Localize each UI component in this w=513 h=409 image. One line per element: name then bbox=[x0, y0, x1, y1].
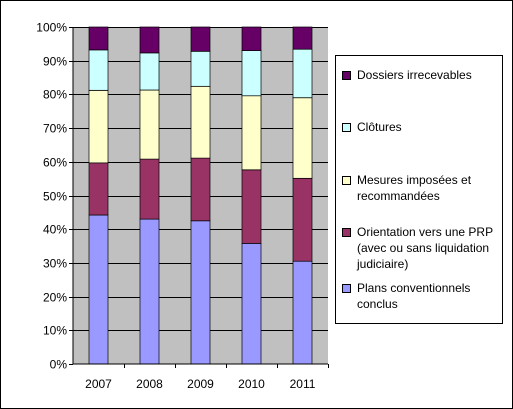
bar-segment bbox=[190, 157, 211, 222]
bar-segment bbox=[88, 49, 109, 91]
legend-item-clotures: Clôtures bbox=[342, 119, 498, 135]
x-axis-ticks: 2007 2008 2009 2010 2011 bbox=[85, 364, 329, 391]
bar-segment bbox=[139, 218, 160, 365]
bar-segment bbox=[190, 85, 211, 159]
legend-label: Clôtures bbox=[357, 120, 402, 134]
bar-segment bbox=[241, 169, 262, 244]
legend-swatch bbox=[342, 228, 351, 237]
legend-label: Mesures imposées et recommandées bbox=[357, 173, 472, 203]
bar-segment bbox=[241, 26, 262, 51]
bar-segment bbox=[241, 95, 262, 171]
y-tick-label: 90% bbox=[43, 55, 67, 69]
bar-segment bbox=[88, 90, 109, 164]
bar-segment bbox=[139, 89, 160, 160]
bar-segment bbox=[292, 48, 313, 99]
legend-item-dossiers-irrecevables: Dossiers irrecevables bbox=[342, 67, 498, 83]
y-tick-label: 70% bbox=[43, 122, 67, 136]
bar-segment bbox=[292, 97, 313, 179]
x-tick-label: 2008 bbox=[136, 377, 163, 391]
legend-label: Plans conventionnels conclus bbox=[357, 281, 471, 311]
bar-segment bbox=[88, 214, 109, 365]
legend-swatch bbox=[342, 176, 351, 185]
bar-segment bbox=[190, 50, 211, 87]
legend-swatch bbox=[342, 284, 351, 293]
x-tick-label: 2010 bbox=[238, 377, 265, 391]
bar-segment bbox=[88, 26, 109, 51]
bar-segment bbox=[139, 26, 160, 54]
bar-segment bbox=[139, 158, 160, 220]
legend-label: Dossiers irrecevables bbox=[357, 68, 472, 82]
y-tick-label: 40% bbox=[43, 223, 67, 237]
y-tick-label: 10% bbox=[43, 324, 67, 338]
x-tick-label: 2009 bbox=[187, 377, 214, 391]
bar-segment bbox=[292, 260, 313, 365]
x-tick-label: 2007 bbox=[85, 377, 112, 391]
bars bbox=[88, 26, 313, 365]
bar-segment bbox=[292, 26, 313, 50]
bar-segment bbox=[241, 243, 262, 365]
y-tick-label: 60% bbox=[43, 156, 67, 170]
bar-segment bbox=[190, 220, 211, 365]
x-tick-label: 2011 bbox=[290, 377, 316, 391]
legend-swatch bbox=[342, 123, 351, 132]
bar-segment bbox=[190, 26, 211, 52]
y-tick-label: 30% bbox=[43, 257, 67, 271]
y-tick-label: 100% bbox=[36, 21, 67, 35]
y-axis-ticks: 0% 10% 20% 30% 40% 50% 60% 70% 80% 90% 100% bbox=[36, 21, 73, 372]
bar-segment bbox=[139, 52, 160, 91]
y-tick-label: 0% bbox=[50, 358, 68, 372]
bar-segment bbox=[241, 50, 262, 97]
legend-label: Orientation vers une PRP (avec ou sans l… bbox=[357, 225, 494, 271]
bar-segment bbox=[292, 177, 313, 262]
legend-item-plans-conventionnels: Plans conventionnels conclus bbox=[342, 280, 498, 312]
legend-swatch bbox=[342, 71, 351, 80]
y-tick-label: 80% bbox=[43, 88, 67, 102]
legend: Dossiers irrecevables Clôtures Mesures i… bbox=[335, 55, 503, 324]
legend-item-orientation-prp: Orientation vers une PRP (avec ou sans l… bbox=[342, 224, 498, 272]
y-tick-label: 50% bbox=[43, 190, 67, 204]
y-tick-label: 20% bbox=[43, 291, 67, 305]
bar-segment bbox=[88, 162, 109, 216]
legend-item-mesures-imposees: Mesures imposées et recommandées bbox=[342, 172, 498, 204]
